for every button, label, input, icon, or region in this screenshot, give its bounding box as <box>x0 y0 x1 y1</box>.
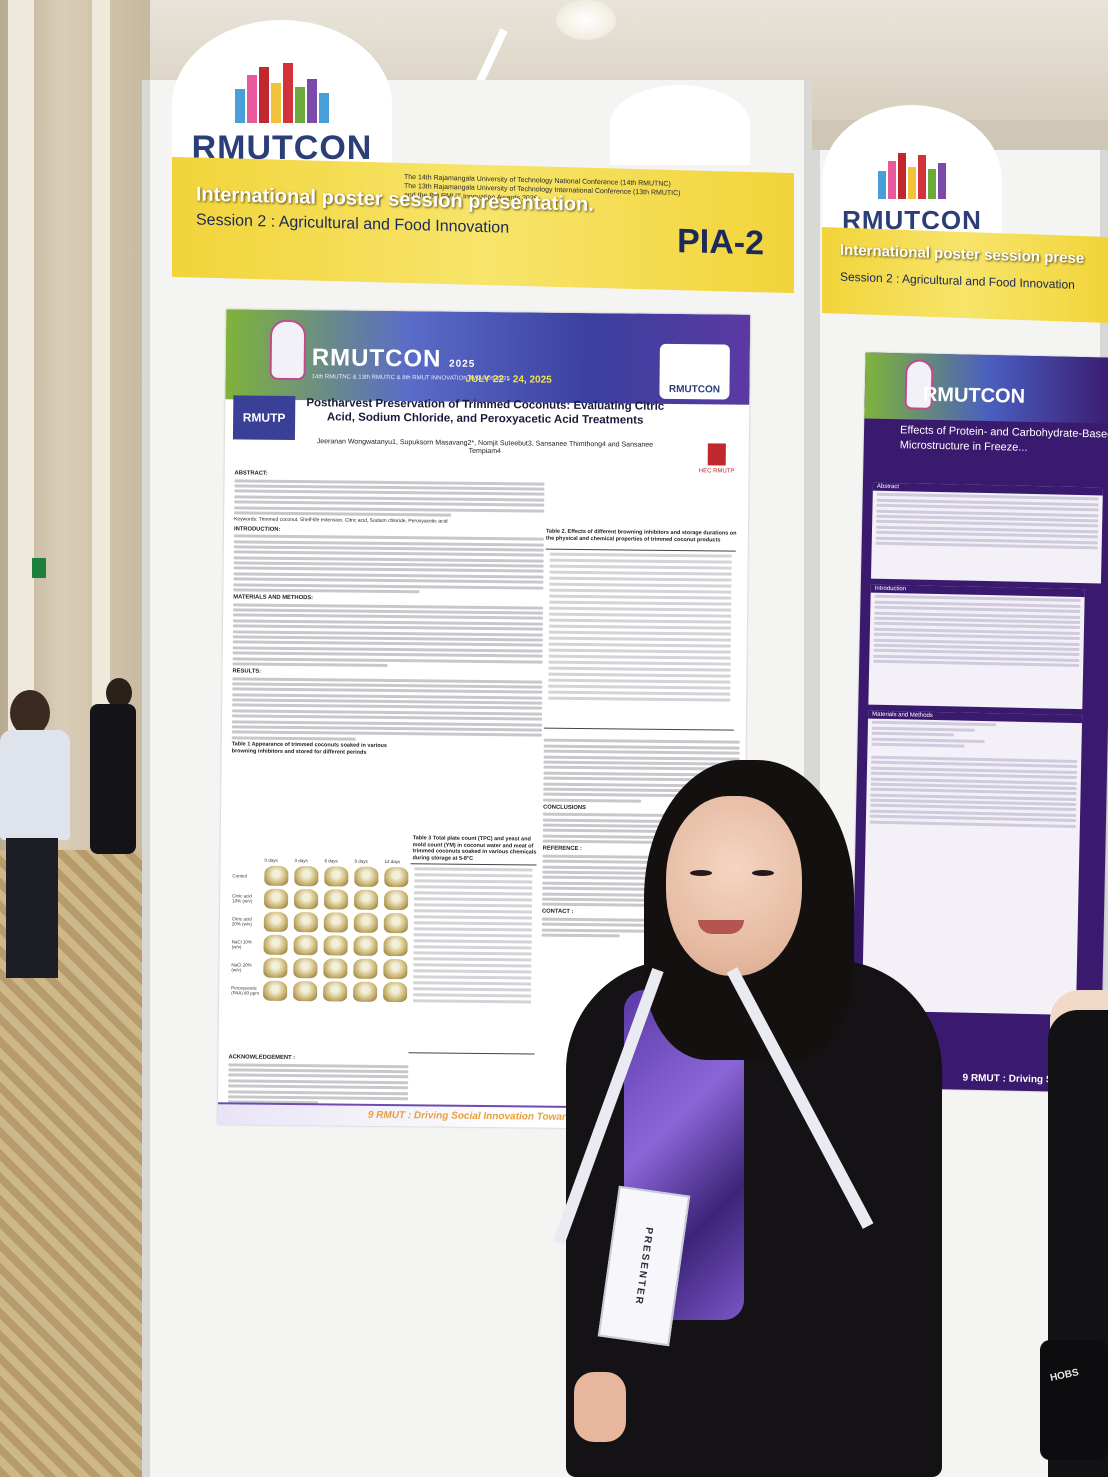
session-banner: International poster session prese Sessi… <box>822 227 1108 323</box>
coconut-photo <box>324 866 349 887</box>
day-label: 6 days <box>324 858 338 864</box>
intro-panel: Introduction <box>868 584 1085 710</box>
handbag: HOBS <box>1040 1340 1108 1460</box>
coconut-photo <box>353 958 378 979</box>
mascot-robot-icon <box>269 319 307 381</box>
board-dome <box>610 85 750 165</box>
paper-title: Effects of Protein- and Carbohydrate-Bas… <box>899 424 1108 454</box>
coconut-photo <box>263 934 288 955</box>
day-label: 3 days <box>294 858 308 864</box>
session-label: Session 2 : Agricultural and Food Innova… <box>840 269 1075 292</box>
session-banner: The 14th Rajamangala University of Techn… <box>172 156 794 294</box>
smile <box>698 920 744 934</box>
table2-caption: Table 2. Effects of different browning i… <box>545 528 737 543</box>
coconut-photo <box>264 888 289 909</box>
paper-title: Postharvest Preservation of Trimmed Coco… <box>306 397 665 427</box>
footer-slogan: 9 RMUT : Driving Social Innovation Towar… <box>367 1109 578 1124</box>
keywords: Keywords: Trimmed coconut, Shelf-life ex… <box>234 516 448 525</box>
background-visitor <box>0 690 74 990</box>
coconut-photo <box>323 935 348 956</box>
coconut-photo <box>353 935 378 956</box>
pillar <box>92 0 110 880</box>
table2 <box>543 548 736 731</box>
poster-header: RMUTCON <box>864 352 1108 424</box>
coconut-photo <box>293 912 318 933</box>
session-label: Session 2 : Agricultural and Food Innova… <box>196 211 510 237</box>
coconut-photo <box>263 957 288 978</box>
coconut-photo <box>323 981 348 1002</box>
presenter-person: PRESENTER <box>553 760 946 1477</box>
coconut-photo <box>294 866 319 887</box>
poster-logo: RMUTCON 2025 <box>311 344 476 373</box>
coconut-photo <box>384 889 409 911</box>
coconut-photo <box>293 935 318 956</box>
coconut-photo <box>353 912 378 933</box>
day-label: 0 days <box>264 857 278 863</box>
coconut-photo <box>264 865 289 886</box>
exit-sign <box>32 558 46 578</box>
poster-code: PIA-2 <box>677 222 764 263</box>
sample-label: NaCl 10% (w/v) <box>231 939 252 950</box>
table1-caption: Table 1 Appearance of trimmed coconuts s… <box>231 741 388 756</box>
abstract-panel: Abstract <box>870 482 1103 584</box>
poster-left-column: ABSTRACT: Keywords: Trimmed coconut, She… <box>232 467 545 757</box>
day-label: 9 days <box>354 858 368 864</box>
background-visitor <box>86 678 136 858</box>
coconut-photo <box>384 866 409 888</box>
coconut-photo <box>323 958 348 979</box>
poster-mini-logo: RMUTCON <box>659 343 730 400</box>
badge-text: PRESENTER <box>633 1226 655 1306</box>
coconut-photo <box>294 889 319 910</box>
sample-label: Citric acid 10% (w/v) <box>232 893 253 904</box>
coconut-photo <box>293 981 318 1002</box>
coconut-appearance-grid: 0 days 3 days 6 days 9 days 12 days Cont… <box>231 857 409 1003</box>
skyline-graphic <box>235 63 329 123</box>
methods-heading: MATERIALS AND METHODS: <box>233 594 314 602</box>
table3 <box>408 863 537 1055</box>
coconut-photo <box>383 958 408 980</box>
hec-logo: HEC RMUTP <box>695 424 740 475</box>
table3-caption: Table 3 Total plate count (TPC) and yeas… <box>412 835 537 862</box>
acknowledgement: ACKNOWLEDGEMENT : <box>227 1051 409 1108</box>
face <box>666 796 802 976</box>
spotlight <box>556 0 616 40</box>
abstract-heading: ABSTRACT: <box>234 470 268 477</box>
coconut-photo <box>293 958 318 979</box>
coconut-photo <box>383 935 408 957</box>
coconut-photo <box>324 889 349 910</box>
coconut-photo <box>263 911 288 932</box>
rmutp-logo: RMUTP <box>232 395 296 441</box>
coconut-photo <box>354 866 379 887</box>
coconut-photo <box>383 912 408 934</box>
coconut-photo <box>353 981 378 1002</box>
sample-label: Peroxyacetic (PAA) 80 ppm <box>231 985 260 996</box>
sample-label: NaCl 20% (w/v) <box>231 962 252 973</box>
day-label: 12 days <box>384 858 401 865</box>
poster-logo: RMUTCON <box>922 383 1026 408</box>
banner-title: International poster session prese <box>840 241 1085 268</box>
coconut-photo <box>383 981 408 1003</box>
results-heading: RESULTS: <box>232 668 262 675</box>
coconut-photo <box>323 912 348 933</box>
bag-brand-text: HOBS <box>1049 1367 1080 1384</box>
hand <box>574 1372 626 1442</box>
poster-date: JULY 22 - 24, 2025 <box>465 373 552 386</box>
poster-header: RMUTCON 2025 14th RMUTNC & 13th RMUTIC &… <box>225 309 751 405</box>
intro-heading: INTRODUCTION: <box>233 525 281 533</box>
authors: Jeeranan Wongwatanyu1, Supuksorn Masavan… <box>316 438 654 456</box>
coconut-photo <box>263 980 288 1001</box>
coconut-photo <box>354 889 379 910</box>
skyline-graphic <box>878 151 946 199</box>
sample-label: Control <box>232 872 247 879</box>
sample-label: Citric acid 20% (w/v) <box>231 916 252 927</box>
